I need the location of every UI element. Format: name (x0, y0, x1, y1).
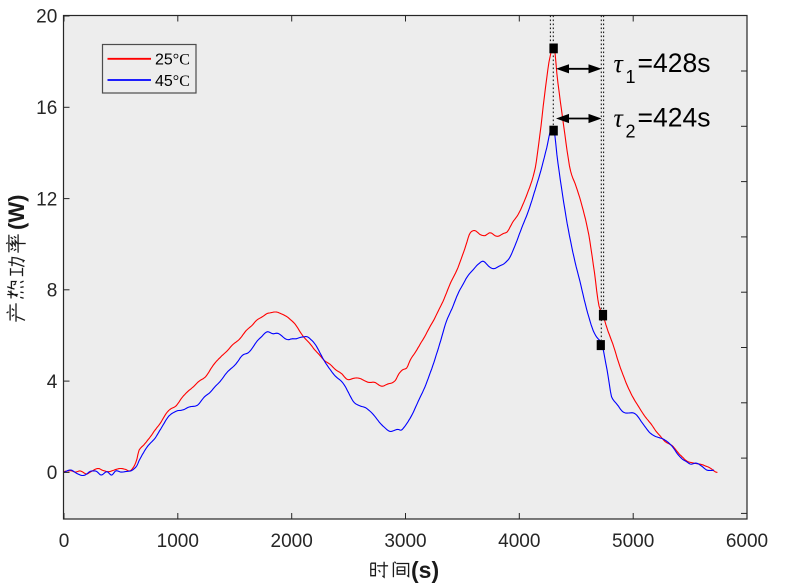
svg-text:2000: 2000 (271, 531, 313, 552)
svg-text:τ: τ (614, 104, 625, 133)
svg-text:45°C: 45°C (155, 73, 190, 90)
svg-text:=428s: =428s (638, 48, 711, 78)
svg-text:2: 2 (626, 122, 636, 142)
svg-text:12: 12 (36, 189, 57, 210)
svg-text:6000: 6000 (726, 531, 768, 552)
svg-text:=424s: =424s (638, 103, 711, 133)
svg-text:τ: τ (614, 49, 625, 78)
svg-text:4: 4 (47, 372, 58, 393)
svg-text:3000: 3000 (384, 531, 426, 552)
svg-text:8: 8 (47, 281, 58, 302)
svg-text:4000: 4000 (498, 531, 540, 552)
svg-text:0: 0 (59, 531, 70, 552)
svg-text:25°C: 25°C (155, 52, 190, 69)
svg-text:(s): (s) (411, 557, 439, 583)
svg-text:(W): (W) (4, 195, 29, 230)
svg-text:0: 0 (47, 463, 58, 484)
svg-text:5000: 5000 (612, 531, 654, 552)
svg-text:20: 20 (36, 7, 57, 28)
svg-text:16: 16 (36, 98, 57, 119)
svg-text:1: 1 (626, 67, 636, 87)
svg-text:1000: 1000 (157, 531, 199, 552)
